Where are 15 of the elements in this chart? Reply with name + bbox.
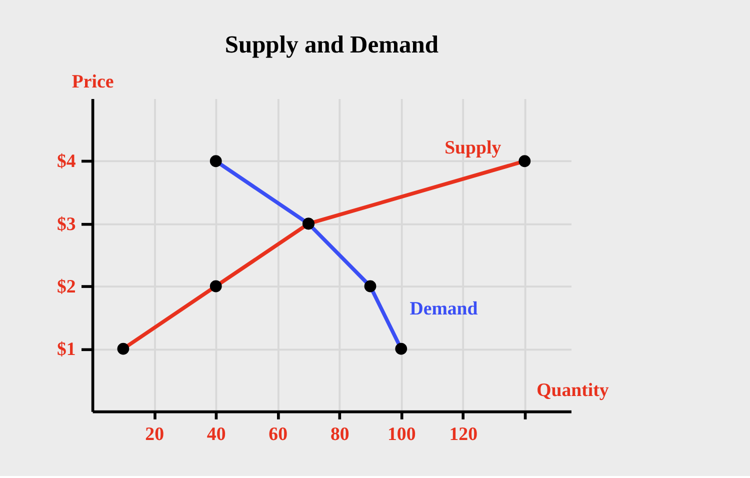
chart-title: Supply and Demand <box>224 31 439 58</box>
x-tick-label: 100 <box>387 424 416 446</box>
x-axis-title: Quantity <box>536 380 610 401</box>
series-label: Supply <box>444 138 502 159</box>
y-tick-label: $2 <box>57 276 76 298</box>
y-tick-label: $1 <box>57 338 76 360</box>
y-axis-title: Price <box>72 72 114 93</box>
x-tick-label: 80 <box>330 424 350 446</box>
y-tick-label: $3 <box>57 214 76 235</box>
x-tick-label: 60 <box>268 424 288 446</box>
y-tick-label: $4 <box>57 151 76 172</box>
series-label: Demand <box>410 298 478 320</box>
x-tick-label: 120 <box>449 424 478 446</box>
x-tick-label: 20 <box>145 424 164 446</box>
x-tick-label: 40 <box>206 424 226 446</box>
